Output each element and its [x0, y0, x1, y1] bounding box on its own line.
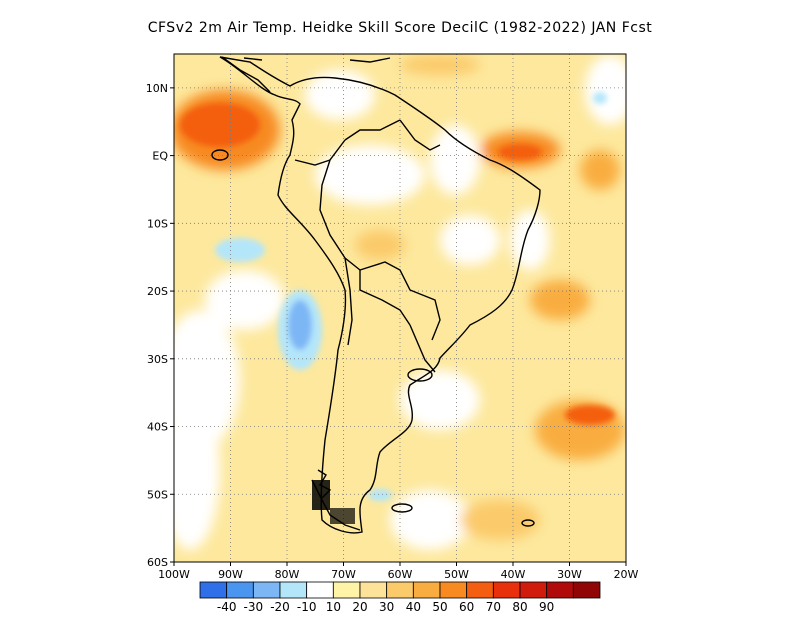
colorbar-label: 30 — [379, 600, 394, 614]
colorbar-swatch — [572, 581, 601, 599]
colorbar-label: -10 — [297, 600, 317, 614]
colorbar-swatch — [412, 581, 441, 599]
lat-tick-label: 10N — [146, 82, 168, 95]
colorbar-label: 70 — [486, 600, 501, 614]
map-gridlines — [174, 54, 626, 562]
longitude-tick-marks — [173, 562, 627, 566]
lat-tick-label: 40S — [147, 421, 168, 434]
colorbar-label: 50 — [432, 600, 447, 614]
lat-tick-label: 30S — [147, 353, 168, 366]
colorbar-swatch — [492, 581, 521, 599]
colorbar-swatch — [386, 581, 414, 599]
colorbar-label: 40 — [406, 600, 421, 614]
colorbar-label: 10 — [326, 600, 341, 614]
colorbar-label: 80 — [512, 600, 527, 614]
colorbar-swatch — [466, 581, 494, 599]
lon-tick-label: 50W — [444, 568, 469, 581]
chart-title: CFSv2 2m Air Temp. Heidke Skill Score De… — [147, 20, 653, 36]
lon-tick-label: 90W — [218, 568, 243, 581]
skill-score-field — [174, 55, 626, 550]
lat-tick-label: 50S — [147, 488, 168, 501]
lat-tick-label: 10S — [147, 217, 168, 230]
lat-tick-label: EQ — [152, 150, 168, 163]
lat-tick-label: 60S — [147, 556, 168, 569]
colorbar-swatch — [332, 581, 361, 599]
colorbar-swatch — [439, 581, 468, 599]
colorbar-swatch — [226, 581, 254, 599]
colorbar-label: -30 — [244, 600, 264, 614]
lon-tick-label: 80W — [275, 568, 300, 581]
lon-tick-label: 60W — [388, 568, 413, 581]
chile-fjord-detail — [312, 480, 355, 524]
coastlines — [211, 56, 541, 534]
latitude-tick-marks — [170, 87, 174, 563]
colorbar-swatch — [199, 581, 228, 599]
colorbar-swatch — [279, 581, 308, 599]
colorbar-label: 20 — [352, 600, 367, 614]
longitude-axis: 100W 90W 80W 70W 60W 50W 40W 30W 20W — [158, 568, 638, 581]
colorbar-swatch — [252, 581, 281, 599]
colorbar-label: 60 — [459, 600, 474, 614]
lon-tick-label: 30W — [557, 568, 582, 581]
colorbar-label: 90 — [539, 600, 554, 614]
colorbar-swatch — [306, 581, 334, 599]
lon-tick-label: 40W — [501, 568, 526, 581]
colorbar-label: -20 — [270, 600, 290, 614]
colorbar-swatch — [519, 581, 548, 599]
lon-tick-label: 20W — [614, 568, 639, 581]
lon-tick-label: 100W — [158, 568, 190, 581]
colorbar-swatch — [546, 581, 574, 599]
lon-tick-label: 70W — [331, 568, 356, 581]
colorbar-swatch — [359, 581, 388, 599]
colorbar — [199, 581, 601, 599]
map-plot-area — [173, 53, 627, 563]
colorbar-label: -40 — [217, 600, 237, 614]
colorbar-labels: -40 -30 -20 -10 10 20 30 40 50 60 70 80 90 — [217, 600, 554, 614]
latitude-axis: 10N EQ 10S 20S 30S 40S 50S 60S — [146, 82, 169, 569]
lat-tick-label: 20S — [147, 285, 168, 298]
